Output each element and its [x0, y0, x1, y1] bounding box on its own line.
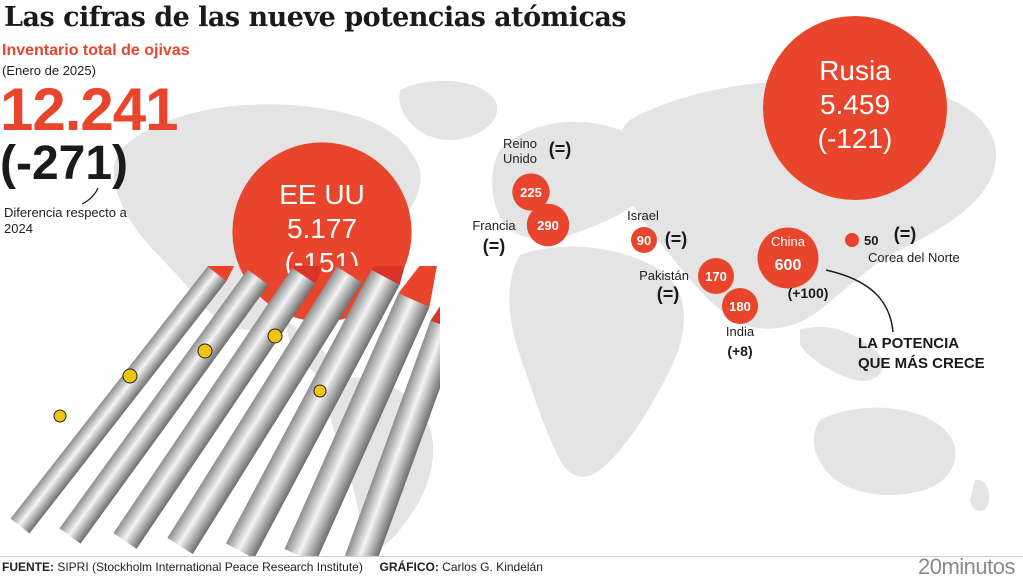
source-credit: FUENTE: SIPRI (Stockholm International P… — [2, 560, 543, 574]
bubble-value-francia: 290 — [537, 218, 559, 233]
total-value: 12.241 — [0, 76, 179, 143]
southeast-asia — [800, 326, 884, 381]
country-label-pakistan: Pakistán — [639, 268, 689, 283]
change-label-corea-del-norte: (=) — [894, 224, 917, 244]
australia — [813, 407, 956, 495]
change-label-china: (+100) — [788, 285, 829, 301]
new-zealand — [970, 479, 990, 512]
source-label: FUENTE: — [2, 560, 54, 574]
bubble-country-rusia: Rusia — [819, 55, 891, 86]
growth-callout-line1: LA POTENCIA — [858, 335, 960, 352]
date-label: (Enero de 2025) — [2, 63, 96, 78]
missiles-illustration — [10, 266, 440, 556]
radiation-symbols — [53, 328, 327, 423]
growth-callout: LA POTENCIA QUE MÁS CRECE — [858, 334, 985, 375]
missile-group — [10, 266, 440, 556]
bubble-change-rusia: (-121) — [818, 123, 893, 154]
bubble-corea-del-norte — [845, 233, 859, 247]
page-title: Las cifras de las nueve potencias atómic… — [4, 2, 627, 33]
change-label-reino-unido: (=) — [549, 139, 572, 159]
bubble-value-ee-uu: 5.177 — [287, 213, 357, 244]
bubble-value-reino-unido: 225 — [520, 185, 542, 200]
bubble-israel — [631, 227, 657, 253]
growth-callout-line2: QUE MÁS CRECE — [858, 355, 985, 373]
credit-label: GRÁFICO: — [379, 560, 439, 574]
country-label-israel: Israel — [627, 208, 659, 223]
bubble-value-india: 180 — [729, 299, 751, 314]
footer: FUENTE: SIPRI (Stockholm International P… — [0, 554, 1023, 582]
country-label-francia: Francia — [472, 218, 516, 233]
bubble-reino-unido — [512, 173, 550, 211]
subtitle: Inventario total de ojivas — [2, 42, 190, 59]
country-label-india: India — [726, 324, 755, 339]
change-label-india: (+8) — [727, 343, 752, 359]
diff-note: Diferencia respecto a 2024 — [4, 205, 127, 236]
change-label-israel: (=) — [665, 229, 688, 249]
change-label-francia: (=) — [483, 236, 506, 256]
bubble-value-pakistan: 170 — [705, 269, 727, 284]
bubble-china — [757, 227, 819, 289]
bubble-india — [722, 288, 758, 324]
country-label-reino-unido-1: Reino — [503, 136, 537, 151]
credit-text: Carlos G. Kindelán — [442, 560, 543, 574]
bubble-pakistan — [698, 258, 734, 294]
bubble-value-corea-del-norte: 50 — [864, 233, 878, 248]
country-label-china: China — [771, 234, 806, 249]
bubble-country-ee-uu: EE UU — [279, 179, 365, 210]
change-label-pakistan: (=) — [657, 284, 680, 304]
africa — [509, 246, 684, 477]
country-label-reino-unido-2: Unido — [503, 151, 537, 166]
bubble-value-rusia: 5.459 — [820, 89, 890, 120]
bubble-value-china: 600 — [775, 257, 802, 274]
country-label-corea-del-norte: Corea del Norte — [868, 250, 960, 265]
brand-logo: 20minutos — [917, 554, 1016, 579]
callout-leader-line — [825, 269, 894, 333]
bubble-rusia — [763, 16, 947, 200]
total-diff: (-271) — [0, 137, 129, 190]
total-leader-line — [81, 187, 99, 205]
bubble-value-israel: 90 — [637, 233, 651, 248]
bubble-francia — [526, 203, 570, 247]
greenland — [399, 80, 498, 140]
source-text: SIPRI (Stockholm International Peace Res… — [57, 560, 363, 574]
bubble-ee-uu — [232, 142, 412, 322]
